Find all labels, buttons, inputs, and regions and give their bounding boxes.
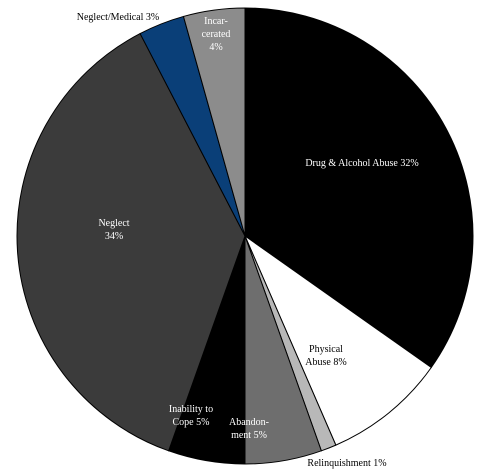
pie-slice-physical-abuse [243, 234, 432, 446]
slice-label-incarcerated: Incar-cerated 4% [202, 16, 231, 53]
pie-slice-neglect [16, 32, 246, 452]
slice-label-neglect: Neglect 34% [98, 218, 129, 242]
slice-label-abandonment: Abandon-ment 5% [229, 417, 269, 441]
slice-label-physical-abuse: Physical Abuse 8% [305, 344, 346, 368]
pie-slice-incarcerated [182, 7, 246, 237]
slice-label-neglect-medical: Neglect/Medical 3% [77, 12, 159, 23]
slice-label-inability-to-cope: Inability to Cope 5% [169, 404, 213, 428]
slice-label-drug-alcohol-abuse: Drug & Alcohol Abuse 32% [305, 158, 418, 169]
slice-label-relinquishment: Relinquishment 1% [307, 458, 386, 469]
pie-slice-drug-alcohol-abuse [244, 7, 474, 369]
